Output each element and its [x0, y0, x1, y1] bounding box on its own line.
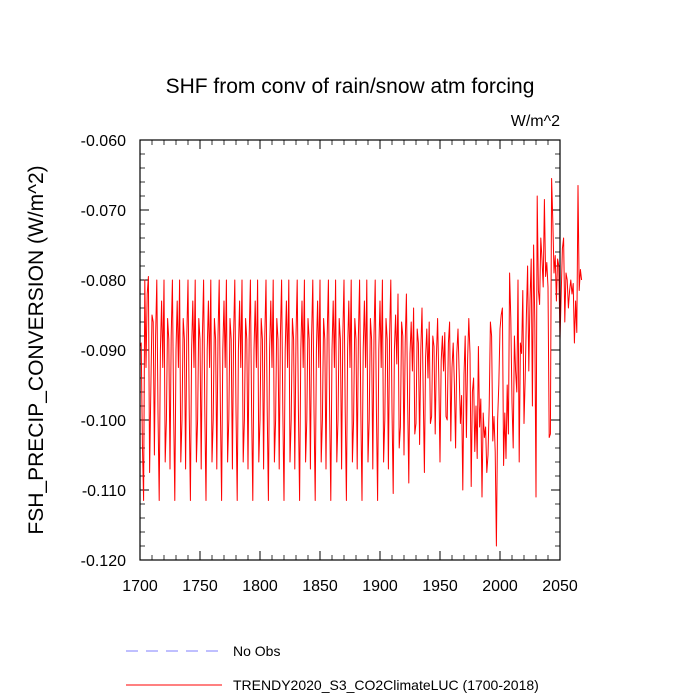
x-tick-label-2000: 2000	[482, 578, 518, 595]
y-tick-label-4: -0.100	[81, 413, 126, 430]
series-layer	[139, 178, 583, 547]
x-tick-label-1900: 1900	[362, 578, 398, 595]
axis-ticks	[139, 139, 561, 561]
x-tick-label-1800: 1800	[242, 578, 278, 595]
x-tick-label-1850: 1850	[302, 578, 338, 595]
y-tick-label-0: -0.060	[81, 133, 126, 150]
y-tick-label-1: -0.070	[81, 203, 126, 220]
axis-tick-labels: 1700 1750 1800 1850 1900 1950 2000 2050 -0.060 -0…	[81, 133, 578, 595]
x-tick-label-2050: 2050	[542, 578, 578, 595]
series-line-0	[139, 178, 583, 547]
y-tick-label-5: -0.110	[82, 483, 126, 500]
y-tick-label-6: -0.120	[81, 553, 126, 570]
chart-title: SHF from conv of rain/snow atm forcing	[166, 75, 535, 98]
units-label: W/m^2	[511, 113, 560, 130]
y-tick-label-3: -0.090	[81, 343, 126, 360]
x-tick-label-1950: 1950	[422, 578, 458, 595]
x-tick-label-1750: 1750	[182, 578, 218, 595]
legend-label-no-obs: No Obs	[233, 643, 280, 659]
x-tick-label-1700: 1700	[122, 578, 158, 595]
y-axis-label: FSH_PRECIP_CONVERSION (W/m^2)	[25, 165, 48, 534]
legend: No Obs TRENDY2020_S3_CO2ClimateLUC (1700…	[126, 643, 539, 693]
plot-frame	[139, 139, 561, 561]
legend-label-trendy: TRENDY2020_S3_CO2ClimateLUC (1700-2018)	[233, 677, 539, 693]
y-tick-label-2: -0.080	[81, 273, 126, 290]
